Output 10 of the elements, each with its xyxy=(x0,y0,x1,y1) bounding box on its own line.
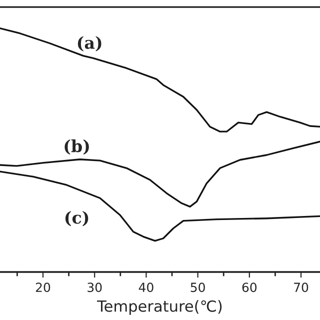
x-tick-label: 60 xyxy=(242,282,257,292)
annotation: (a) xyxy=(78,36,102,52)
x-tick-label: 70 xyxy=(294,282,308,292)
x-tick-label: 40 xyxy=(138,282,154,292)
x-axis-title: Temperature(℃) xyxy=(97,300,222,315)
x-tick-label: 20 xyxy=(36,282,50,292)
annotation: (b) xyxy=(64,139,89,155)
x-tick-label: 30 xyxy=(88,282,102,292)
x-tick-label: 50 xyxy=(190,282,205,292)
annotation: (c) xyxy=(65,210,88,226)
